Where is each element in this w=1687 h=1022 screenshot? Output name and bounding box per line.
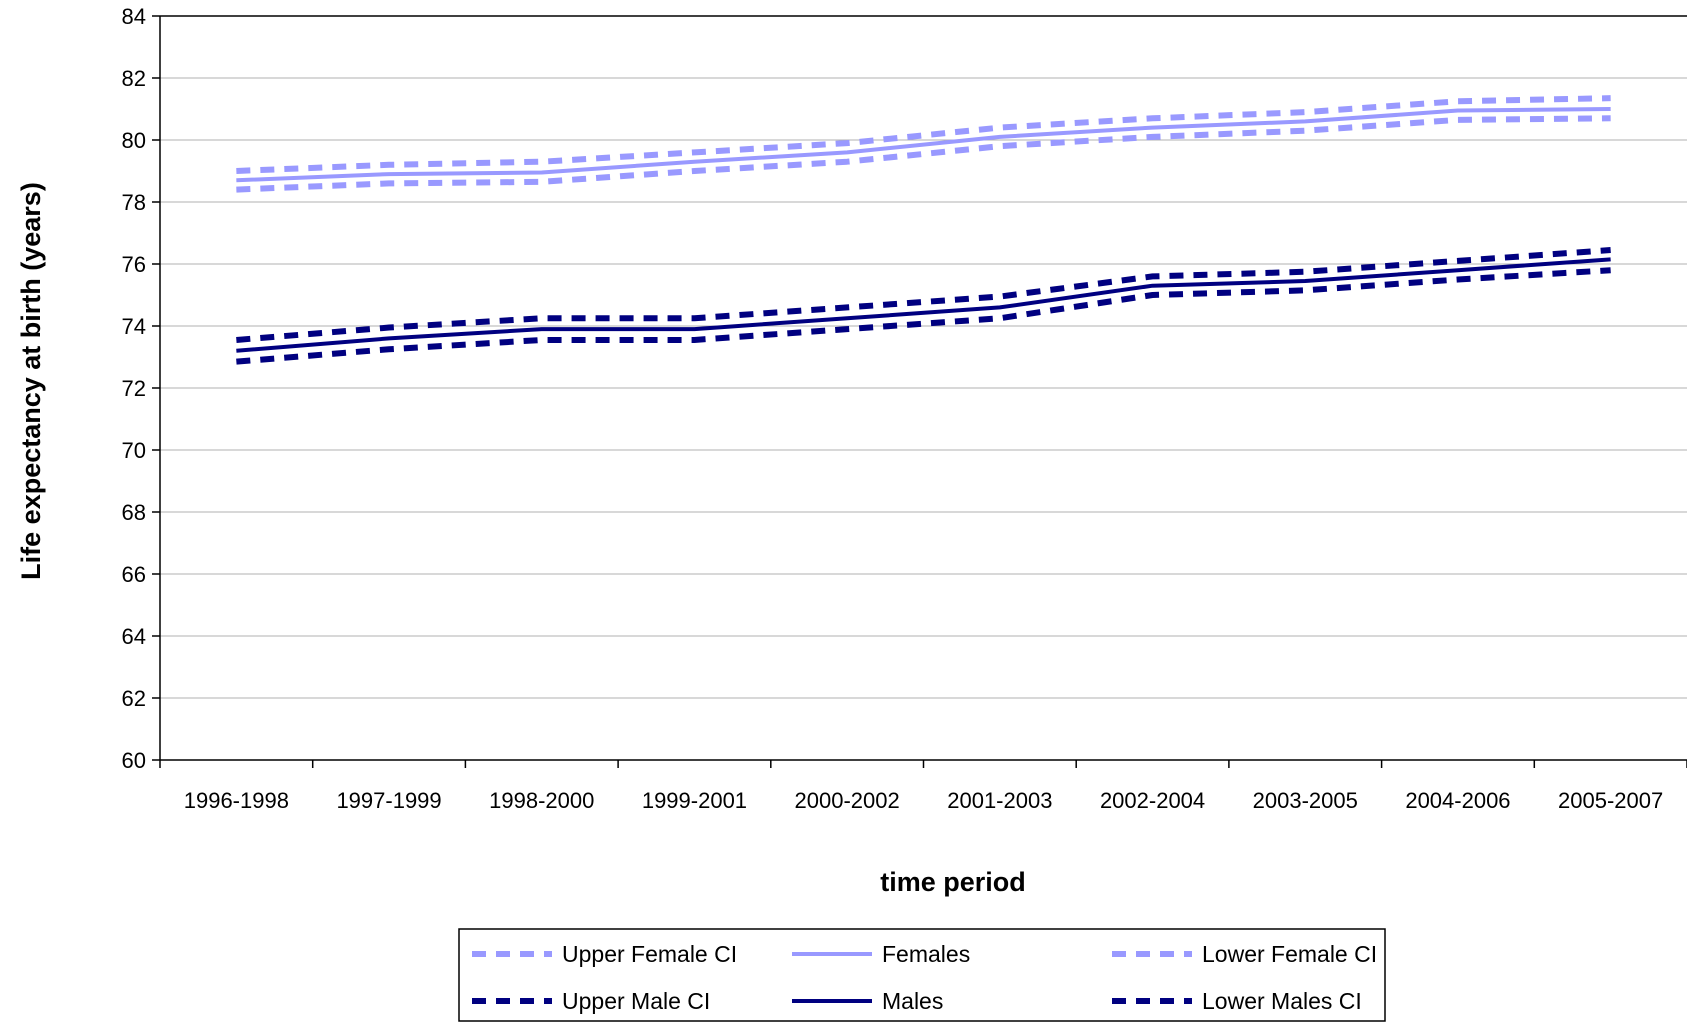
series-line-females (236, 107, 1611, 183)
legend-label: Males (882, 988, 943, 1014)
x-tick-label: 2005-2007 (1558, 788, 1663, 813)
legend-label: Lower Female CI (1202, 941, 1377, 967)
legend-label: Upper Male CI (562, 988, 710, 1014)
y-axis-title: Life expectancy at birth (years) (16, 182, 46, 580)
y-tick-label: 80 (122, 128, 146, 153)
x-tick-label: 1996-1998 (184, 788, 289, 813)
y-tick-label: 74 (122, 314, 146, 339)
x-tick-label: 2002-2004 (1100, 788, 1205, 813)
y-tick-label: 64 (122, 624, 146, 649)
series-line-upper-male-ci (236, 247, 1611, 343)
y-tick-label: 62 (122, 686, 146, 711)
series-line-lower-males-ci (236, 267, 1611, 365)
x-axis-ticks: 1996-1998 1997-1999 1998-2000 1999-2001 2000… (159, 760, 1687, 813)
legend-label: Females (882, 941, 970, 967)
y-tick-label: 78 (122, 190, 146, 215)
y-tick-label: 76 (122, 252, 146, 277)
series-lines (236, 95, 1611, 365)
y-tick-label: 70 (122, 438, 146, 463)
legend: Upper Female CI Females Lower Female CI Upp… (458, 928, 1386, 1022)
x-tick-label: 2001-2003 (947, 788, 1052, 813)
y-tick-label: 72 (122, 376, 146, 401)
x-tick-label: 2003-2005 (1253, 788, 1358, 813)
series-line-lower-female-ci (236, 115, 1611, 193)
series-line-upper-female-ci (236, 95, 1611, 174)
x-tick-label: 2004-2006 (1405, 788, 1510, 813)
series-line-males (236, 257, 1611, 353)
legend-label: Lower Males CI (1202, 988, 1362, 1014)
x-tick-label: 1997-1999 (336, 788, 441, 813)
y-axis-ticks: 60 62 64 66 68 70 72 74 76 78 80 82 84 (122, 4, 160, 773)
x-axis-title: time period (880, 867, 1026, 897)
y-tick-label: 68 (122, 500, 146, 525)
y-tick-label: 84 (122, 4, 146, 29)
legend-label: Upper Female CI (562, 941, 737, 967)
x-tick-label: 2000-2002 (795, 788, 900, 813)
legend-box (458, 928, 1386, 1022)
y-tick-label: 82 (122, 66, 146, 91)
y-tick-label: 60 (122, 748, 146, 773)
x-tick-label: 1998-2000 (489, 788, 594, 813)
x-tick-label: 1999-2001 (642, 788, 747, 813)
gridlines (160, 15, 1687, 699)
y-tick-label: 66 (122, 562, 146, 587)
